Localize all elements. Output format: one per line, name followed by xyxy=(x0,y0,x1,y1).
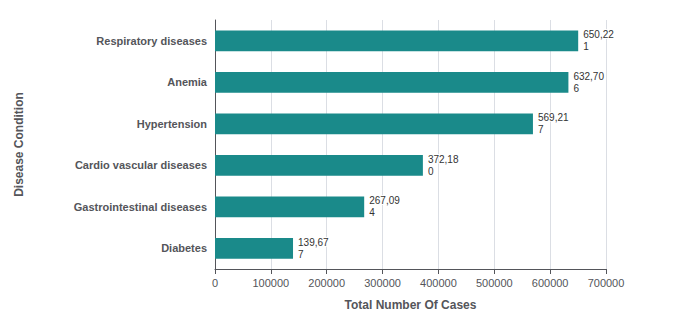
svg-text:139,67: 139,67 xyxy=(298,237,329,248)
svg-text:700000: 700000 xyxy=(588,277,625,289)
svg-text:Disease Condition: Disease Condition xyxy=(12,92,26,197)
svg-text:0: 0 xyxy=(428,166,434,177)
svg-text:600000: 600000 xyxy=(532,277,569,289)
svg-text:7: 7 xyxy=(298,249,304,260)
svg-text:Total Number Of Cases: Total Number Of Cases xyxy=(345,298,477,312)
svg-text:Cardio vascular diseases: Cardio vascular diseases xyxy=(75,159,207,171)
svg-text:Hypertension: Hypertension xyxy=(137,118,208,130)
svg-text:400000: 400000 xyxy=(420,277,457,289)
svg-text:267,09: 267,09 xyxy=(369,195,400,206)
svg-text:Anemia: Anemia xyxy=(167,76,208,88)
svg-text:500000: 500000 xyxy=(476,277,513,289)
svg-text:300000: 300000 xyxy=(364,277,401,289)
svg-text:372,18: 372,18 xyxy=(428,154,459,165)
svg-text:6: 6 xyxy=(573,83,579,94)
svg-text:Respiratory diseases: Respiratory diseases xyxy=(96,35,207,47)
svg-text:100000: 100000 xyxy=(252,277,289,289)
svg-text:7: 7 xyxy=(538,124,544,135)
svg-text:0: 0 xyxy=(212,277,218,289)
svg-text:4: 4 xyxy=(369,207,375,218)
svg-text:650,22: 650,22 xyxy=(583,29,614,40)
svg-text:569,21: 569,21 xyxy=(538,112,569,123)
svg-text:Diabetes: Diabetes xyxy=(161,242,207,254)
svg-text:200000: 200000 xyxy=(308,277,345,289)
svg-text:Gastrointestinal diseases: Gastrointestinal diseases xyxy=(74,201,207,213)
svg-text:632,70: 632,70 xyxy=(573,71,604,82)
svg-text:1: 1 xyxy=(583,41,589,52)
